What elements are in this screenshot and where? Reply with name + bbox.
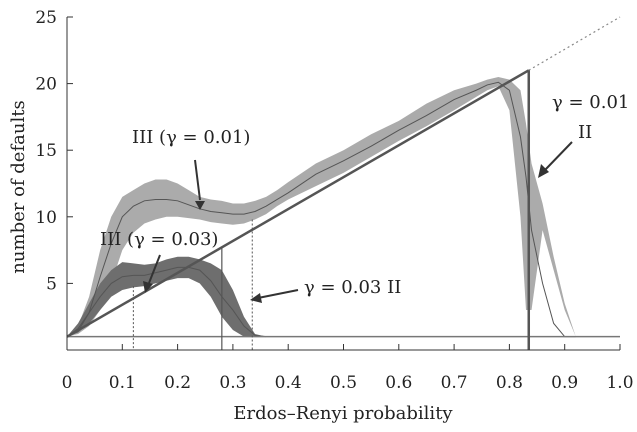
- x-tick-label: 0.1: [109, 373, 136, 393]
- x-tick-label: 0.4: [275, 373, 302, 393]
- y-tick-label: 25: [35, 8, 57, 28]
- annotation-label-gamma01-II: II: [578, 122, 592, 143]
- theory-line: [66, 69, 530, 338]
- x-axis-title: Erdos–Renyi probability: [233, 403, 453, 424]
- y-tick-label: 15: [35, 141, 57, 161]
- annotation-arrow-gamma03-II: [257, 289, 299, 299]
- x-tick-label: 0.5: [330, 373, 357, 393]
- annotation-arrowhead-gamma03-II: [250, 293, 262, 303]
- x-tick-label: 0.7: [441, 373, 468, 393]
- bands-layer: [67, 76, 576, 337]
- y-tick-label: 10: [35, 208, 57, 228]
- annotation-arrowhead-gamma01-III: [195, 201, 205, 210]
- y-tick-label: 5: [46, 274, 57, 294]
- band-gamma-0.01: [67, 76, 576, 337]
- x-tick-label: 0.2: [164, 373, 191, 393]
- band-mid-line-gamma-0.01: [66, 81, 576, 338]
- lines-layer: [66, 16, 621, 350]
- annotation-arrow-gamma01-III: [194, 159, 201, 201]
- y-tick-label: 20: [35, 75, 57, 95]
- x-tick-label: 0.6: [385, 373, 412, 393]
- ticks-layer: 0 0.1 0.2 0.3 0.4 0.5 0.6 0.7 0.8 0.9 1.0 5 10 15 20 25: [35, 8, 633, 393]
- band-gamma-0.03: [67, 256, 267, 337]
- annotation-label-gamma03-III: III (γ = 0.03): [100, 229, 218, 250]
- annotation-arrowhead-gamma03-III: [143, 281, 153, 293]
- y-axis-title: number of defaults: [8, 100, 29, 273]
- x-tick-label: 1.0: [606, 373, 633, 393]
- annotation-arrow-gamma01-II: [544, 141, 573, 171]
- annotation-label-gamma03-II: γ = 0.03 II: [304, 277, 401, 298]
- annotation-label-gamma01: γ = 0.01: [552, 92, 629, 113]
- theory-extension-dotted: [528, 16, 621, 71]
- annotation-label-gamma01-III: III (γ = 0.01): [132, 127, 250, 148]
- x-tick-label: 0: [62, 373, 73, 393]
- x-tick-label: 0.3: [219, 373, 246, 393]
- band-mid-line-gamma-0.03: [66, 266, 267, 338]
- annotation-arrowhead-gamma01-II: [538, 164, 549, 178]
- x-tick-label: 0.9: [551, 373, 578, 393]
- x-tick-label: 0.8: [496, 373, 523, 393]
- annotation-arrow-gamma03-III: [148, 254, 161, 284]
- annotations-layer: III (γ = 0.01) III (γ = 0.03) γ = 0.03 I…: [100, 92, 629, 303]
